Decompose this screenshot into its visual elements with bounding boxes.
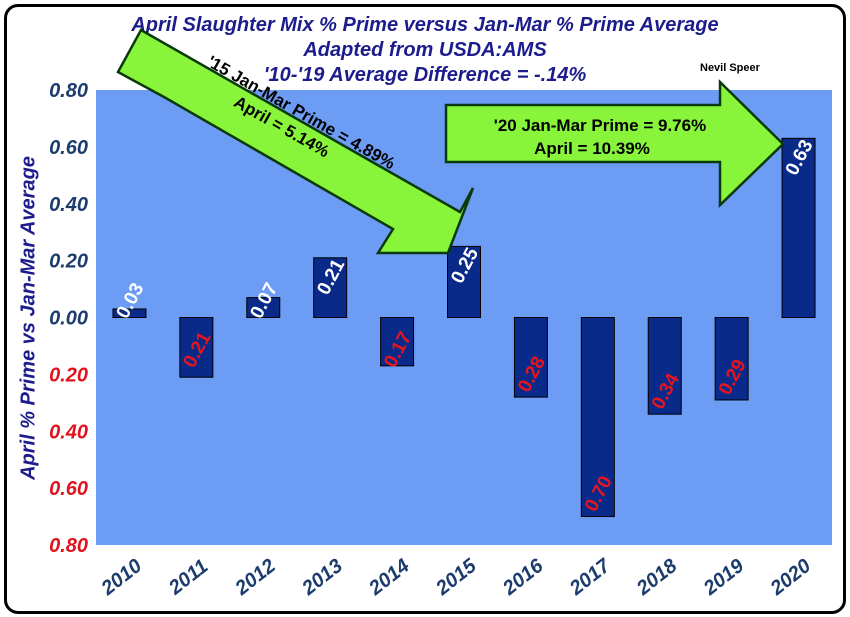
y-tick-label: 0.20 [49, 364, 88, 386]
chart-subtitle-average: '10-'19 Average Difference = -.14% [263, 64, 587, 86]
bar-2017 [580, 317, 615, 518]
bar-2014 [380, 317, 415, 367]
y-tick-label: 0.00 [49, 308, 88, 330]
callout-arrow-2015-shape [116, 28, 475, 255]
x-tick-label-2020: 2020 [766, 555, 815, 600]
callout-arrow-2020-shape [444, 79, 785, 208]
callout-2020-line2: April = 10.39% [534, 139, 650, 158]
bar-2010 [112, 308, 147, 318]
bar-2012 [246, 297, 281, 318]
x-tick-label-2014: 2014 [364, 555, 413, 600]
x-ticks-group: 2010 2011 2012 2013 2014 2015 2016 2017 2018 2019… [97, 554, 815, 600]
bar-2016 [513, 317, 548, 398]
y-tick-label: 0.40 [49, 421, 88, 443]
x-tick-label-2011: 2011 [164, 555, 212, 599]
y-tick-label: 0.60 [49, 137, 88, 159]
y-tick-label: 0.20 [49, 251, 88, 273]
y-tick-label: 0.60 [49, 478, 88, 500]
y-tick-label: 0.80 [49, 535, 88, 557]
x-tick-label-2015: 2015 [431, 554, 481, 600]
bars-group [112, 137, 816, 518]
y-ticks-group: 0.80 0.60 0.40 0.20 0.00 0.20 0.40 0.60 0.80 [49, 80, 88, 557]
callout-2020-line1: '20 Jan-Mar Prime = 9.76% [494, 116, 706, 135]
bar-2015 [447, 245, 481, 318]
chart-subtitle: Adapted from USDA:AMS [303, 39, 547, 61]
bar-2013 [313, 257, 348, 318]
author-credit: Nevil Speer [700, 62, 760, 74]
x-tick-label-2017: 2017 [565, 554, 615, 600]
x-tick-label-2016: 2016 [498, 554, 548, 600]
bar-2020 [781, 137, 816, 318]
bar-2019 [714, 317, 749, 401]
x-tick-label-2013: 2013 [297, 555, 346, 600]
bar-2018 [647, 317, 682, 415]
x-tick-label-2018: 2018 [632, 554, 682, 600]
callout-arrow-2020: '20 Jan-Mar Prime = 9.76% April = 10.39% [444, 79, 785, 208]
bar-2011 [179, 317, 214, 378]
x-tick-label-2010: 2010 [97, 555, 146, 600]
y-tick-label: 0.80 [49, 80, 88, 102]
y-tick-label: 0.40 [49, 194, 88, 216]
chart-title: April Slaughter Mix % Prime versus Jan-M… [131, 14, 719, 36]
x-tick-label-2012: 2012 [230, 555, 279, 600]
x-tick-label-2019: 2019 [699, 554, 749, 600]
